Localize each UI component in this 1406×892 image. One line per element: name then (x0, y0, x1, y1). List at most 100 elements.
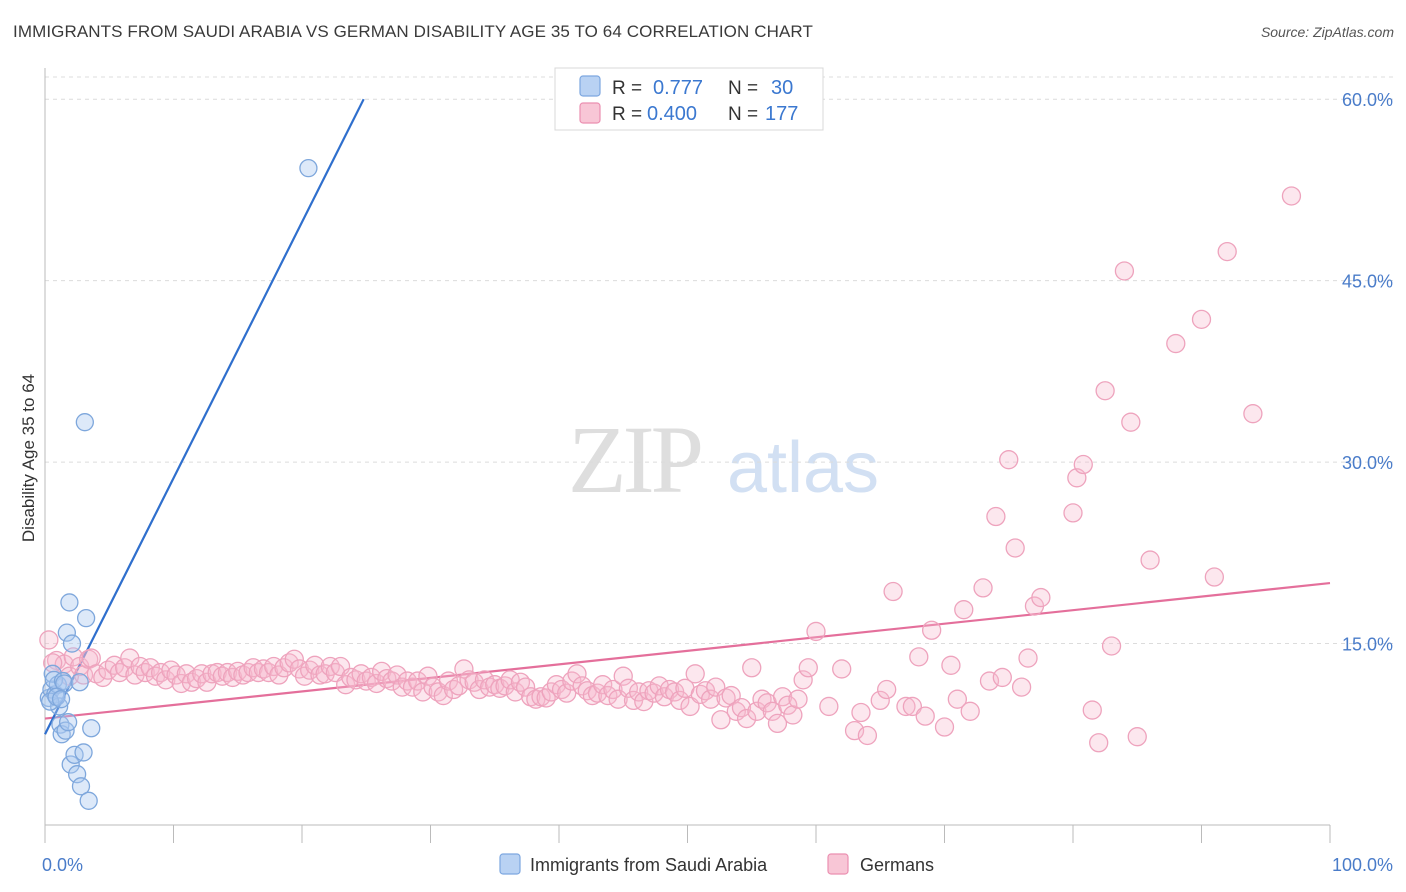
germans-point-59 (346, 670, 366, 690)
germans-point-81 (459, 670, 479, 690)
germans-point-176 (1031, 587, 1051, 608)
germans-point-165 (954, 600, 974, 620)
germans-point-185 (1121, 412, 1141, 432)
saudi-point-17 (62, 634, 82, 653)
germans-point-152 (851, 702, 871, 723)
germans-point-128 (700, 689, 721, 709)
germans-point-169 (986, 506, 1006, 527)
legend-swatch-pink (579, 102, 601, 124)
germans-trend-line (44, 581, 1331, 720)
trend-lines (44, 98, 1331, 735)
germans-point-156 (883, 581, 903, 602)
germans-point-86 (485, 675, 505, 695)
germans-point-111 (613, 666, 633, 686)
germans-point-181 (1089, 733, 1109, 753)
germans-point-134 (731, 698, 752, 718)
germans-point-158 (902, 696, 923, 717)
germans-point-73 (418, 666, 438, 686)
y-tick-label-0: 15.0% (1342, 635, 1393, 655)
germans-point-192 (1243, 404, 1263, 424)
germans-point-93 (521, 687, 541, 707)
germans-point-14 (115, 658, 135, 678)
germans-point-85 (479, 677, 500, 697)
germans-point-37 (233, 665, 253, 685)
germans-point-135 (736, 708, 757, 729)
saudi-points (39, 158, 318, 810)
germans-point-155 (877, 679, 897, 700)
germans-point-173 (1011, 677, 1032, 697)
saudi-point-20 (70, 673, 89, 692)
saudi-point-13 (57, 623, 76, 642)
saudi-point-15 (60, 593, 79, 612)
germans-point-148 (806, 621, 826, 642)
germans-point-166 (960, 701, 980, 721)
legend-n-value-2: 177 (765, 103, 798, 125)
germans-point-46 (279, 653, 299, 673)
legend-n-label-1: N = (728, 78, 758, 99)
saudi-point-28 (51, 690, 71, 709)
legend-r-value-2: 0.400 (647, 103, 697, 125)
germans-point-187 (1140, 550, 1160, 570)
germans-point-112 (618, 678, 639, 698)
germans-point-122 (670, 690, 690, 711)
germans-point-146 (793, 670, 813, 690)
saudi-point-29 (299, 158, 318, 178)
germans-point-63 (366, 673, 387, 694)
x-tick-label-1: 100.0% (1332, 855, 1393, 875)
germans-point-69 (397, 671, 418, 691)
germans-point-67 (387, 665, 407, 685)
germans-point-179 (1073, 454, 1093, 475)
germans-point-47 (284, 649, 304, 669)
germans-point-36 (228, 661, 248, 682)
bottom-legend-saudi: Immigrants from Saudi Arabia (530, 855, 768, 875)
x-tick-label-0: 0.0% (42, 855, 83, 875)
chart-source: Source: ZipAtlas.com (1260, 24, 1394, 40)
germans-point-76 (433, 685, 454, 706)
germans-point-66 (382, 671, 402, 691)
germans-point-109 (603, 679, 623, 700)
germans-point-94 (526, 689, 546, 709)
germans-point-125 (685, 664, 705, 684)
germans-point-172 (1005, 538, 1025, 558)
saudi-point-23 (75, 413, 94, 432)
saudi-point-16 (61, 755, 80, 774)
germans-point-191 (1217, 241, 1237, 262)
y-axis-label: Disability Age 35 to 64 (19, 374, 38, 542)
germans-point-80 (454, 659, 474, 679)
saudi-point-21 (71, 777, 91, 796)
germans-points (39, 186, 1302, 753)
germans-point-190 (1204, 567, 1224, 587)
germans-point-65 (377, 668, 397, 689)
germans-point-163 (941, 655, 961, 675)
gridlines (45, 76, 1393, 645)
legend: R = 0.777 N = 30 R = 0.400 N = 177 (554, 67, 824, 131)
germans-point-184 (1114, 261, 1135, 281)
axes (44, 68, 1331, 843)
germans-point-114 (629, 682, 649, 702)
germans-point-161 (922, 620, 942, 640)
germans-point-189 (1191, 309, 1212, 330)
germans-point-164 (947, 689, 967, 709)
y-tick-label-2: 45.0% (1342, 272, 1393, 292)
saudi-point-25 (79, 791, 98, 810)
germans-point-149 (819, 696, 839, 717)
germans-point-177 (1063, 503, 1083, 523)
y-tick-label-3: 60.0% (1342, 90, 1393, 110)
legend-n-value-1: 30 (771, 77, 793, 99)
germans-point-167 (973, 578, 993, 598)
germans-point-145 (788, 689, 808, 709)
bottom-legend-germans: Germans (860, 855, 934, 875)
germans-point-107 (593, 675, 613, 695)
germans-point-193 (1281, 186, 1302, 206)
saudi-trend-line (44, 98, 365, 735)
germans-point-154 (870, 690, 890, 711)
watermark-atlas: atlas (727, 428, 879, 508)
germans-point-143 (778, 695, 798, 715)
germans-point-157 (896, 696, 916, 717)
germans-point-62 (361, 667, 382, 688)
germans-point-0 (39, 630, 59, 650)
legend-r-label-1: R = (612, 78, 642, 99)
germans-point-188 (1166, 333, 1186, 354)
germans-point-102 (567, 664, 587, 684)
watermark-zip: ZIP (568, 406, 701, 513)
